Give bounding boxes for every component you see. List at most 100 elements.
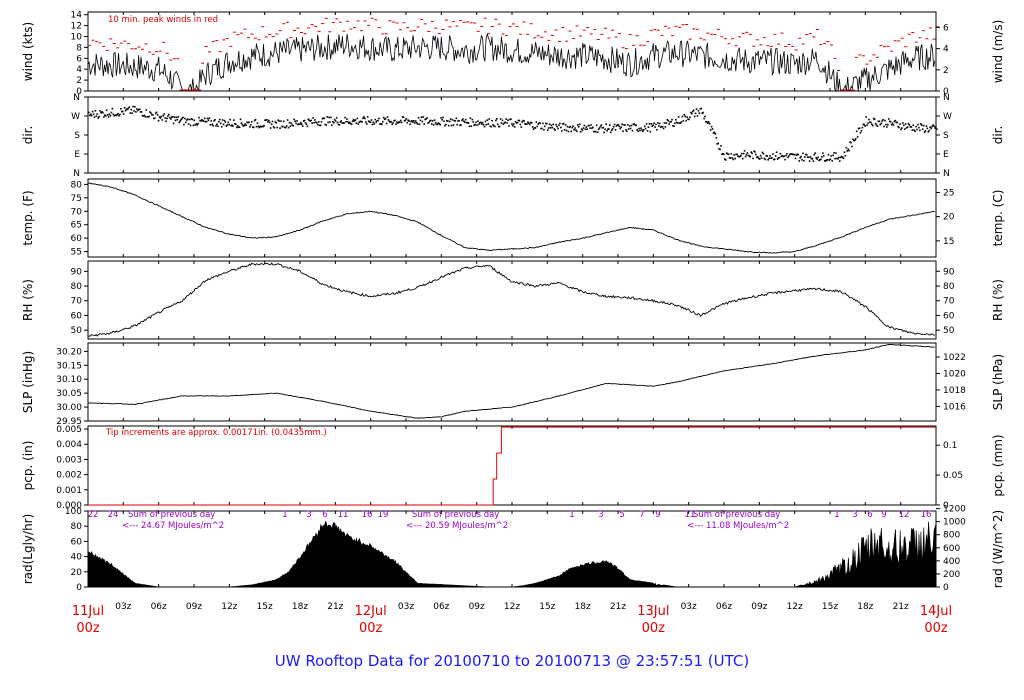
wind-dir-point: [644, 127, 647, 130]
wind-dir-point: [623, 124, 625, 126]
wind-dir-point: [398, 121, 401, 123]
wind-dir-point: [534, 127, 537, 129]
wind-dir-point: [486, 119, 489, 121]
wind-dir-point: [289, 125, 292, 128]
wind-dir-point: [497, 125, 500, 128]
wind-dir-point: [127, 107, 130, 110]
solar-hour-label: 1: [569, 510, 574, 520]
wind-dir-point: [764, 158, 767, 161]
wind-dir-point: [169, 116, 171, 119]
x-tick-label: 18z: [857, 602, 873, 612]
x-tick-label: 12z: [504, 602, 520, 612]
wind-dir-point: [569, 125, 572, 128]
wind-dir-point: [628, 125, 631, 127]
wind-dir-point: [760, 157, 763, 159]
x-tick-label: 18z: [292, 602, 308, 612]
y-tick-label: 80: [71, 282, 83, 292]
wind-dir-point: [270, 123, 273, 126]
wind-dir-point: [191, 118, 194, 121]
wind-dir-point: [311, 122, 313, 124]
wind-dir-point: [244, 123, 247, 125]
wind-dir-point: [166, 117, 168, 120]
wind-dir-point: [102, 111, 104, 114]
wind-dir-point: [713, 131, 716, 134]
wind-dir-point: [147, 116, 149, 118]
wind-dir-point: [601, 126, 604, 129]
wind-dir-point: [594, 130, 597, 133]
wind-dir-point: [218, 120, 220, 123]
wind-dir-point: [153, 117, 156, 120]
wind-dir-point: [494, 125, 496, 128]
wind-dir-point: [593, 130, 595, 133]
wind-dir-point: [101, 110, 103, 113]
wind-dir-point: [715, 137, 718, 139]
wind-dir-point: [544, 125, 546, 128]
wind-dir-point: [353, 120, 356, 122]
wind-dir-point: [682, 119, 685, 122]
wind-dir-point: [125, 108, 128, 110]
wind-dir-point: [913, 129, 915, 131]
radiation-area: [87, 520, 937, 588]
wind-dir-point: [315, 121, 317, 124]
wind-dir-point: [833, 151, 835, 154]
wind-dir-point: [206, 117, 209, 120]
wind-dir-point: [821, 156, 823, 158]
wind-dir-point: [120, 110, 123, 113]
solar-hour-label: 6: [867, 510, 872, 520]
wind-dir-point: [755, 153, 757, 156]
chart-footer-title: UW Rooftop Data for 20100710 to 20100713…: [274, 652, 750, 670]
wind-dir-point: [838, 160, 841, 162]
wind-dir-point: [823, 159, 826, 162]
wind-dir-point: [302, 120, 305, 122]
y-tick-label: 6: [943, 23, 949, 33]
wind-dir-point: [547, 127, 550, 129]
wind-dir-point: [271, 120, 274, 123]
series-line-4: [87, 343, 935, 419]
wind-dir-point: [804, 156, 806, 158]
wind-dir-point: [510, 118, 512, 120]
wind-dir-point: [499, 118, 502, 120]
wind-dir-point: [637, 130, 639, 132]
wind-dir-point: [896, 121, 899, 124]
wind-dir-point: [440, 117, 442, 119]
wind-dir-point: [438, 122, 441, 125]
wind-dir-point: [368, 121, 371, 123]
wind-dir-point: [413, 119, 415, 122]
wind-dir-point: [341, 122, 344, 124]
wind-dir-point: [629, 127, 632, 130]
wind-dir-point: [853, 139, 855, 142]
wind-dir-point: [149, 111, 151, 113]
wind-dir-point: [568, 126, 571, 129]
wind-dir-point: [145, 109, 148, 111]
wind-dir-point: [103, 116, 105, 118]
solar-hour-label: 12: [899, 510, 910, 520]
wind-dir-point: [351, 120, 354, 122]
wind-dir-point: [201, 118, 203, 121]
wind-dir-point: [790, 153, 793, 155]
wind-dir-point: [314, 119, 316, 121]
wind-dir-point: [292, 124, 295, 127]
wind-dir-point: [813, 153, 816, 156]
wind-dir-point: [931, 125, 933, 128]
wind-dir-point: [267, 121, 269, 123]
wind-dir-point: [227, 121, 230, 124]
wind-dir-point: [815, 156, 817, 159]
wind-dir-point: [793, 153, 796, 156]
wind-dir-point: [235, 126, 238, 129]
wind-dir-point: [425, 118, 427, 120]
wind-dir-point: [449, 118, 452, 120]
y-tick-label: 25: [943, 188, 954, 198]
x-tick-label: 21z: [893, 602, 909, 612]
wind-dir-point: [768, 157, 770, 160]
y-tick-label: 90: [943, 267, 955, 277]
wind-dir-point: [172, 122, 175, 125]
wind-dir-point: [773, 158, 776, 161]
wind-dir-point: [782, 155, 785, 158]
wind-dir-point: [736, 153, 738, 156]
wind-dir-point: [479, 122, 481, 124]
wind-dir-point: [729, 157, 732, 159]
y-tick-label: 0.000: [56, 501, 82, 511]
wind-dir-point: [930, 127, 932, 130]
wind-dir-point: [392, 122, 394, 124]
